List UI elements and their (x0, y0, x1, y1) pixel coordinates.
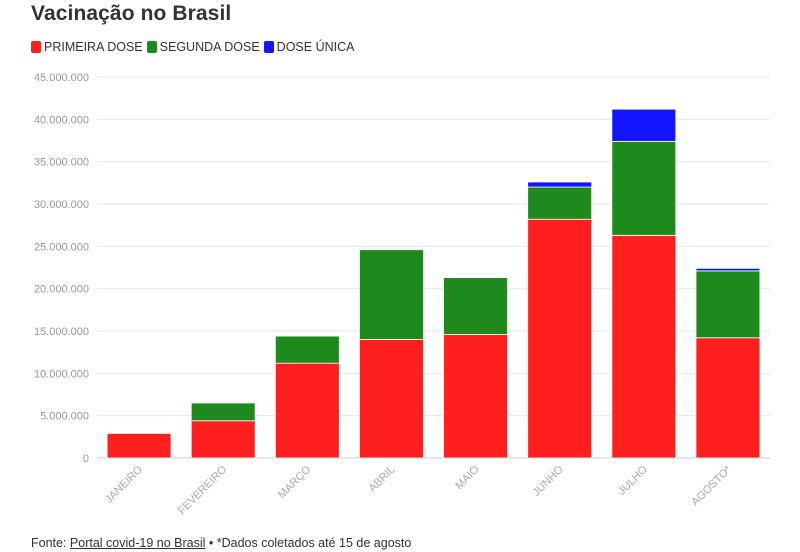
legend-swatch-dose-unica (263, 41, 274, 53)
legend-item-primeira-dose[interactable]: PRIMEIRA DOSE (31, 40, 143, 54)
bar-abril-segunda-dose[interactable] (359, 249, 424, 340)
bar-abril-primeira-dose[interactable] (359, 339, 424, 459)
bar-junho-segunda-dose[interactable] (527, 186, 593, 220)
y-tick-label: 30.000.000 (34, 199, 89, 211)
y-tick-label: 35.000.000 (34, 157, 89, 169)
footer-prefix: Fonte: (31, 536, 70, 550)
legend: PRIMEIRA DOSE SEGUNDA DOSE DOSE ÚNICA (31, 40, 358, 54)
x-tick-label-marco: MARÇO (276, 463, 314, 501)
x-tick-label-julho: JULHO (616, 463, 650, 497)
y-tick-label: 20.000.000 (34, 284, 89, 296)
y-axis-ticks: 0 5.000.000 10.000.000 15.000.000 20.000.000… (34, 72, 89, 465)
footer-note: • *Dados coletados até 15 de agosto (205, 536, 412, 550)
x-tick-label-junho: JUNHO (531, 463, 567, 499)
footer-source: Fonte: Portal covid-19 no Brasil • *Dado… (31, 536, 411, 550)
x-tick-label-maio: MAIO (453, 463, 482, 492)
bar-fevereiro-primeira-dose[interactable] (190, 420, 256, 459)
bar-agosto-segunda-dose[interactable] (695, 270, 761, 339)
x-tick-label-fevereiro: FEVEREIRO (176, 463, 230, 517)
bar-maio-segunda-dose[interactable] (443, 277, 508, 335)
y-tick-label: 0 (83, 453, 89, 465)
bar-agosto-primeira-dose[interactable] (695, 337, 761, 459)
legend-label-dose-unica: DOSE ÚNICA (276, 40, 355, 54)
legend-item-dose-unica[interactable]: DOSE ÚNICA (263, 40, 355, 54)
bar-junho-primeira-dose[interactable] (527, 218, 593, 459)
bar-marco-primeira-dose[interactable] (274, 362, 340, 459)
bar-fevereiro-segunda-dose[interactable] (190, 402, 256, 422)
y-tick-label: 15.000.000 (34, 326, 89, 338)
bar-maio-primeira-dose[interactable] (443, 333, 508, 459)
x-tick-label-janeiro: JANEIRO (103, 463, 146, 506)
bars (106, 108, 761, 459)
bar-julho-dose-unica[interactable] (611, 108, 677, 142)
bar-julho-segunda-dose[interactable] (611, 140, 677, 236)
x-tick-label-agosto: AGOSTO* (689, 463, 734, 508)
bar-janeiro-primeira-dose[interactable] (106, 433, 172, 459)
y-tick-label: 40.000.000 (34, 114, 89, 126)
bar-julho-primeira-dose[interactable] (611, 234, 677, 459)
chart-title: Vacinação no Brasil (31, 2, 232, 25)
y-tick-label: 10.000.000 (34, 368, 89, 380)
x-axis-ticks: JANEIRO FEVEREIRO MARÇO ABRIL MAIO JUNHO JULHO… (103, 463, 735, 517)
x-tick-label-abril: ABRIL (367, 464, 398, 495)
bar-marco-segunda-dose[interactable] (274, 335, 340, 364)
bar-agosto-dose-unica[interactable] (695, 267, 761, 272)
y-tick-label: 5.000.000 (40, 411, 89, 423)
bar-junho-dose-unica[interactable] (527, 181, 593, 188)
legend-swatch-primeira-dose (31, 41, 41, 53)
legend-swatch-segunda-dose (146, 41, 157, 53)
legend-item-segunda-dose[interactable]: SEGUNDA DOSE (146, 40, 260, 54)
y-tick-label: 25.000.000 (34, 241, 89, 253)
source-link[interactable]: Portal covid-19 no Brasil (69, 536, 206, 550)
legend-label-segunda-dose: SEGUNDA DOSE (159, 40, 260, 54)
y-tick-label: 45.000.000 (34, 72, 89, 84)
legend-label-primeira-dose: PRIMEIRA DOSE (44, 40, 143, 54)
